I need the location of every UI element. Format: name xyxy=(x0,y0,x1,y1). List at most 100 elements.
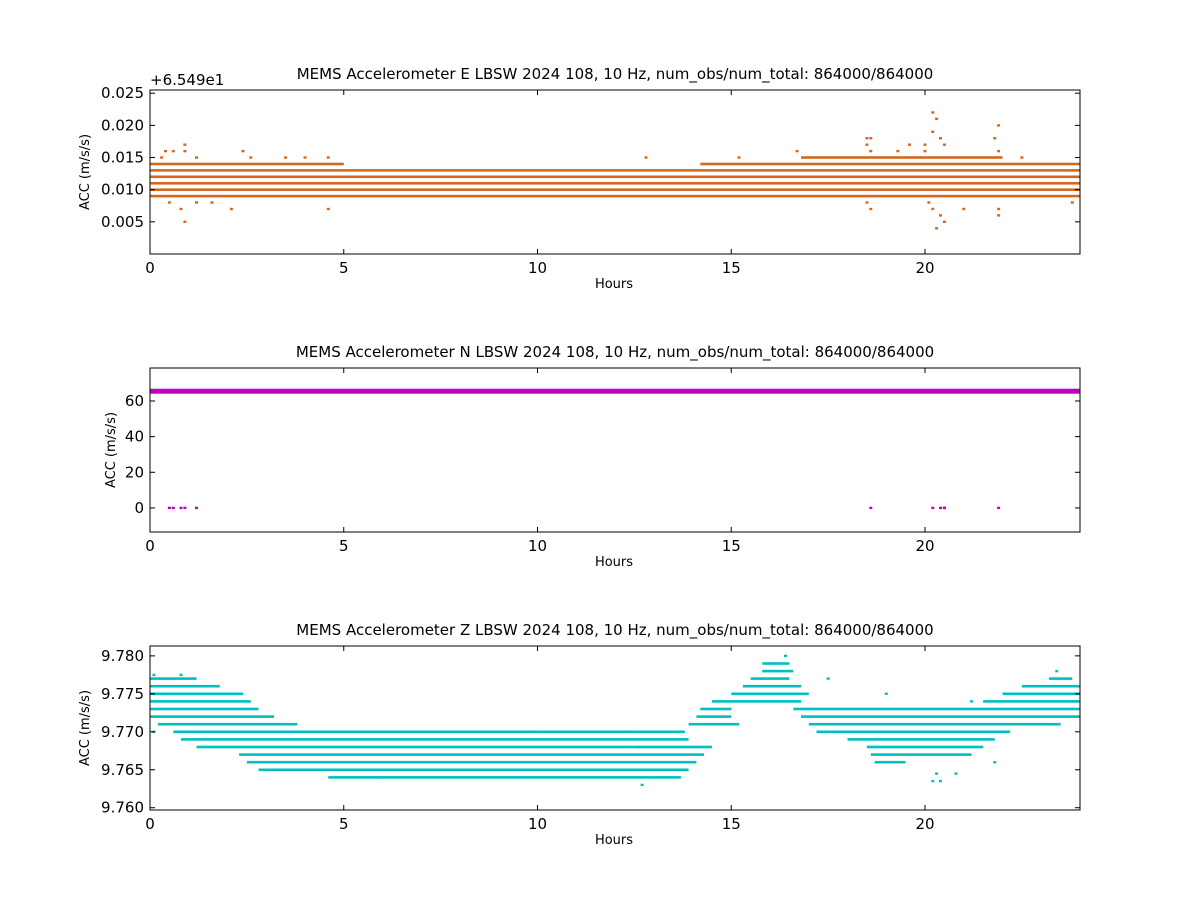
panel-z-band xyxy=(1021,684,1080,688)
panel-z-point xyxy=(939,779,942,783)
panel-e-point xyxy=(993,137,997,140)
panel-z-point xyxy=(826,677,830,680)
panel-n-x-tick-label: 10 xyxy=(528,537,547,555)
panel-e-point xyxy=(942,220,946,223)
panel-e-point xyxy=(737,156,741,159)
panel-e-point xyxy=(942,143,946,146)
panel-e-point xyxy=(183,149,187,153)
panel-z-point xyxy=(381,776,384,779)
panel-e-point xyxy=(795,149,799,153)
panel-n-x-tick-label: 0 xyxy=(145,537,155,555)
panel-z-axes-frame xyxy=(149,645,1081,811)
panel-e-point xyxy=(865,137,869,140)
panel-z: MEMS Accelerometer Z LBSW 2024 108, 10 H… xyxy=(78,621,1081,848)
panel-z-point xyxy=(993,761,997,764)
panel-z-band xyxy=(711,700,801,703)
panel-z-x-tick-label: 0 xyxy=(145,815,155,833)
panel-n-point xyxy=(183,506,187,510)
panel-e-point xyxy=(923,149,927,153)
panel-z-band xyxy=(150,700,251,703)
panel-z-band xyxy=(150,707,259,711)
panel-e-point xyxy=(195,201,198,204)
panel-e-point xyxy=(923,143,927,146)
panel-e-x-axis-label: Hours xyxy=(595,277,633,292)
panel-z-point xyxy=(931,779,935,783)
panel-z-band xyxy=(793,707,1080,711)
panel-e: MEMS Accelerometer E LBSW 2024 108, 10 H… xyxy=(78,65,1081,292)
panel-z-point xyxy=(1055,669,1059,673)
panel-e-point xyxy=(869,137,873,140)
panel-z-band xyxy=(196,745,712,749)
panel-z-point xyxy=(439,776,443,779)
panel-e-axes-frame xyxy=(149,89,1081,255)
panel-z-point xyxy=(179,673,183,677)
panel-e-point xyxy=(160,156,164,159)
panel-z-x-tick-label: 5 xyxy=(339,815,349,833)
panel-e-title: MEMS Accelerometer E LBSW 2024 108, 10 H… xyxy=(297,65,934,84)
panel-z-band xyxy=(870,753,972,756)
panel-z-band xyxy=(1049,677,1073,680)
panel-z-band xyxy=(866,745,984,749)
panel-e-point xyxy=(935,117,939,121)
panel-z-band xyxy=(696,715,732,718)
panel-z-x-tick-label: 10 xyxy=(528,815,547,833)
panel-z-band xyxy=(239,753,705,756)
panel-z-band xyxy=(750,677,790,680)
panel-z-band xyxy=(983,700,1080,703)
panel-e-band xyxy=(150,194,1080,198)
panel-e-x-tick-label: 15 xyxy=(722,259,741,277)
panel-e-point xyxy=(326,207,330,211)
panel-e-point xyxy=(939,137,942,140)
panel-e-band xyxy=(150,175,1080,179)
panel-z-ticks: 0 5 10 15 20 9.760 9.765 9.770 9.775 9.780 xyxy=(101,646,1080,833)
panel-e-y-axis-label: ACC (m/s/s) xyxy=(78,134,93,210)
panel-e-y-tick-label: 0.005 xyxy=(101,213,144,231)
panel-e-y-tick-label: 0.025 xyxy=(101,84,144,102)
panel-z-y-tick-label: 9.765 xyxy=(101,761,144,779)
panel-e-point xyxy=(179,207,183,211)
panel-e-point xyxy=(865,201,869,204)
panel-n-point xyxy=(171,506,175,510)
panel-e-y-tick-label: 0.010 xyxy=(101,181,144,199)
panel-z-x-tick-label: 20 xyxy=(915,815,934,833)
panel-n-y-tick-label: 60 xyxy=(125,392,144,410)
panel-z-band xyxy=(700,707,732,711)
panel-z-band xyxy=(258,768,689,772)
panel-n-y-tick-label: 0 xyxy=(134,499,144,517)
panel-e-point xyxy=(997,207,1001,211)
panel-z-title: MEMS Accelerometer Z LBSW 2024 108, 10 H… xyxy=(296,621,933,640)
panel-z-band xyxy=(150,715,274,718)
panel-e-point xyxy=(896,149,900,153)
panel-e-band xyxy=(150,188,1080,191)
panel-e-point xyxy=(931,111,935,114)
panel-e-x-tick-label: 0 xyxy=(145,259,155,277)
panel-e-point xyxy=(1020,156,1024,159)
panel-e-marks xyxy=(150,111,1081,230)
panel-z-band xyxy=(173,730,685,734)
panel-z-band xyxy=(847,738,995,741)
panel-e-point xyxy=(183,143,187,146)
panel-z-band xyxy=(328,776,681,779)
panel-e-point xyxy=(931,130,935,133)
panel-e-point xyxy=(1070,201,1074,204)
panel-e-y-tick-label: 0.015 xyxy=(101,149,144,167)
panel-z-y-tick-label: 9.775 xyxy=(101,685,144,703)
panel-e-point xyxy=(997,149,1001,153)
panel-e-point xyxy=(183,220,187,223)
panel-e-point xyxy=(249,156,253,159)
panel-e-point xyxy=(865,143,869,146)
panel-z-band xyxy=(731,692,809,696)
panel-e-point xyxy=(644,156,648,159)
panel-z-band xyxy=(816,730,1011,734)
panel-n-point xyxy=(179,506,183,510)
panel-e-x-tick-label: 5 xyxy=(339,259,349,277)
panel-z-point xyxy=(636,745,640,749)
panel-z-point xyxy=(640,783,644,787)
panel-z-band xyxy=(150,684,220,688)
panel-e-point xyxy=(195,156,198,159)
panel-e-point xyxy=(939,214,942,217)
panel-e-point xyxy=(210,201,214,204)
panel-e-point xyxy=(908,143,911,146)
panel-e-band xyxy=(150,182,1080,185)
